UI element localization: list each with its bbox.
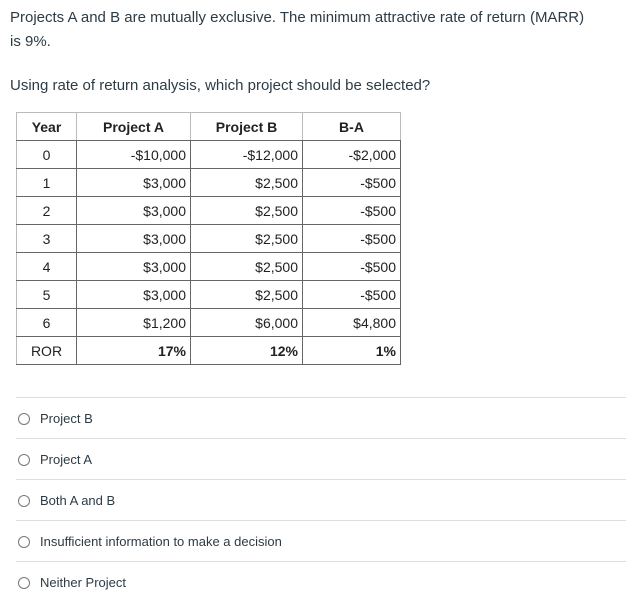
- cell: $6,000: [190, 308, 303, 337]
- prompt: Using rate of return analysis, which pro…: [10, 77, 431, 94]
- cell: $4,800: [302, 308, 401, 337]
- cell: -$500: [302, 280, 401, 309]
- radio-button[interactable]: [18, 535, 30, 548]
- option-label[interactable]: Both A and B: [40, 493, 116, 508]
- answer-option[interactable]: Project A: [16, 438, 626, 480]
- question-line: Projects A and B are mutually exclusive.…: [10, 9, 585, 26]
- option-label[interactable]: Insufficient information to make a decis…: [40, 534, 282, 549]
- question-line: is 9%.: [10, 33, 51, 50]
- option-label[interactable]: Project B: [40, 411, 93, 426]
- cash-flow-table: Year Project A Project B B-A 0 -$10,000 -$12,0…: [16, 112, 401, 365]
- column-header: Project A: [76, 112, 191, 141]
- table-row: 1 $3,000 $2,500 -$500: [16, 168, 401, 197]
- cell: $3,000: [76, 224, 191, 253]
- radio-button[interactable]: [18, 453, 30, 466]
- table-row: 0 -$10,000 -$12,000 -$2,000: [16, 140, 401, 169]
- cell: -$500: [302, 252, 401, 281]
- cell: $3,000: [76, 168, 191, 197]
- row-label: ROR: [16, 336, 77, 365]
- table-row: 5 $3,000 $2,500 -$500: [16, 280, 401, 309]
- table-row: 2 $3,000 $2,500 -$500: [16, 196, 401, 225]
- option-label[interactable]: Project A: [40, 452, 93, 467]
- cell: -$12,000: [190, 140, 303, 169]
- answer-option[interactable]: Neither Project: [16, 561, 626, 603]
- row-label: 3: [16, 224, 77, 253]
- cell: $1,200: [76, 308, 191, 337]
- cell: -$10,000: [76, 140, 191, 169]
- table-row: 4 $3,000 $2,500 -$500: [16, 252, 401, 281]
- header-row: Year Project A Project B B-A: [16, 112, 401, 141]
- cell: -$500: [302, 168, 401, 197]
- option-label[interactable]: Neither Project: [40, 575, 126, 590]
- radio-button[interactable]: [18, 494, 30, 507]
- radio-button[interactable]: [18, 412, 30, 425]
- radio-button[interactable]: [18, 576, 30, 589]
- cell: -$500: [302, 224, 401, 253]
- cell: $3,000: [76, 196, 191, 225]
- cell: $3,000: [76, 280, 191, 309]
- cell: 12%: [190, 336, 303, 365]
- column-header: B-A: [302, 112, 401, 141]
- row-label: 5: [16, 280, 77, 309]
- cell: 17%: [76, 336, 191, 365]
- cell: -$500: [302, 196, 401, 225]
- column-header: Project B: [190, 112, 303, 141]
- table-row: 3 $3,000 $2,500 -$500: [16, 224, 401, 253]
- cell: $2,500: [190, 252, 303, 281]
- cell: $2,500: [190, 224, 303, 253]
- cell: $3,000: [76, 252, 191, 281]
- row-label: 1: [16, 168, 77, 197]
- cell: 1%: [302, 336, 401, 365]
- row-label: 2: [16, 196, 77, 225]
- row-label: 0: [16, 140, 77, 169]
- table-row: ROR 17% 12% 1%: [16, 336, 401, 365]
- cell: -$2,000: [302, 140, 401, 169]
- table-row: 6 $1,200 $6,000 $4,800: [16, 308, 401, 337]
- column-header: Year: [16, 112, 77, 141]
- answer-option[interactable]: Project B: [16, 397, 626, 439]
- row-label: 4: [16, 252, 77, 281]
- answer-option[interactable]: Both A and B: [16, 479, 626, 521]
- row-label: 6: [16, 308, 77, 337]
- cell: $2,500: [190, 196, 303, 225]
- cell: $2,500: [190, 168, 303, 197]
- answer-option[interactable]: Insufficient information to make a decis…: [16, 520, 626, 562]
- cell: $2,500: [190, 280, 303, 309]
